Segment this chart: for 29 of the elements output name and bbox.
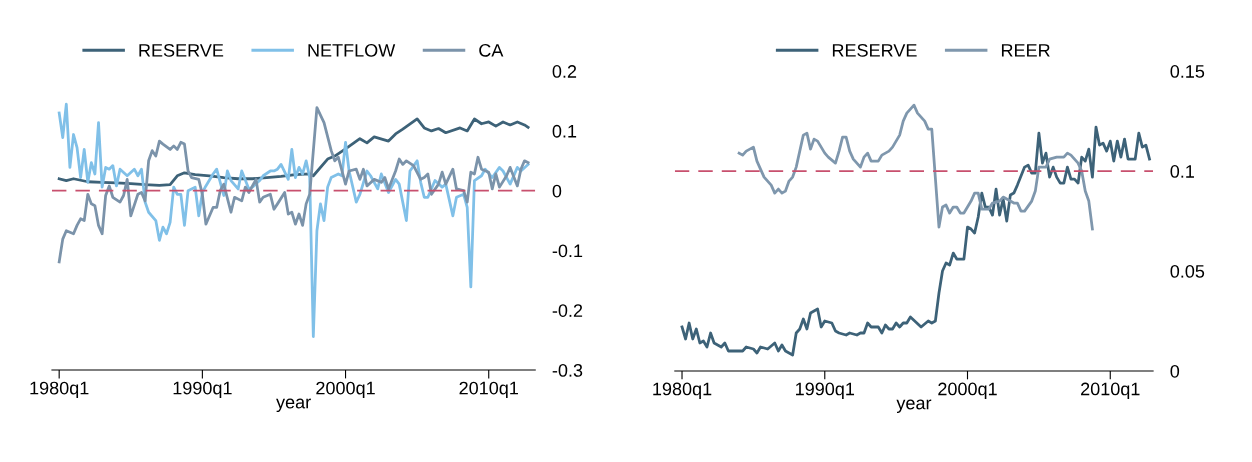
y-tick-label: 0 (1170, 364, 1180, 378)
x-tick-label: 2010q1 (1081, 382, 1140, 399)
x-axis-title: year (896, 399, 932, 413)
y-tick-label: 0.05 (1170, 264, 1205, 278)
x-axis-title: year (276, 398, 311, 413)
y-tick-label: 0.2 (552, 65, 577, 78)
line-series (680, 125, 1151, 357)
y-tick-label: 0.1 (1170, 165, 1194, 178)
x-tick-label: 1980q1 (653, 382, 712, 399)
legend-label: NETFLOW (308, 43, 396, 57)
line-series (57, 102, 530, 338)
legend-label: RESERVE (139, 43, 224, 57)
line-series (737, 103, 1094, 231)
x-tick-label: 2000q1 (316, 381, 375, 398)
x-tick-label: 1980q1 (30, 381, 89, 398)
x-tick-label: 1990q1 (796, 382, 855, 399)
legend-label: RESERVE (832, 43, 917, 57)
legend-label: REER (1001, 44, 1050, 57)
line-series (57, 106, 530, 264)
y-tick-label: 0 (552, 184, 562, 198)
y-tick-label: 0.1 (552, 124, 577, 138)
x-tick-label: 2010q1 (459, 381, 518, 398)
legend-label: CA (479, 43, 504, 57)
x-tick-label: 2000q1 (938, 382, 997, 399)
y-tick-label: -0.3 (552, 364, 583, 377)
y-tick-label: 0.15 (1170, 65, 1205, 78)
y-tick-label: -0.1 (552, 244, 583, 258)
x-tick-label: 1990q1 (173, 381, 232, 398)
y-tick-label: -0.2 (552, 304, 583, 317)
